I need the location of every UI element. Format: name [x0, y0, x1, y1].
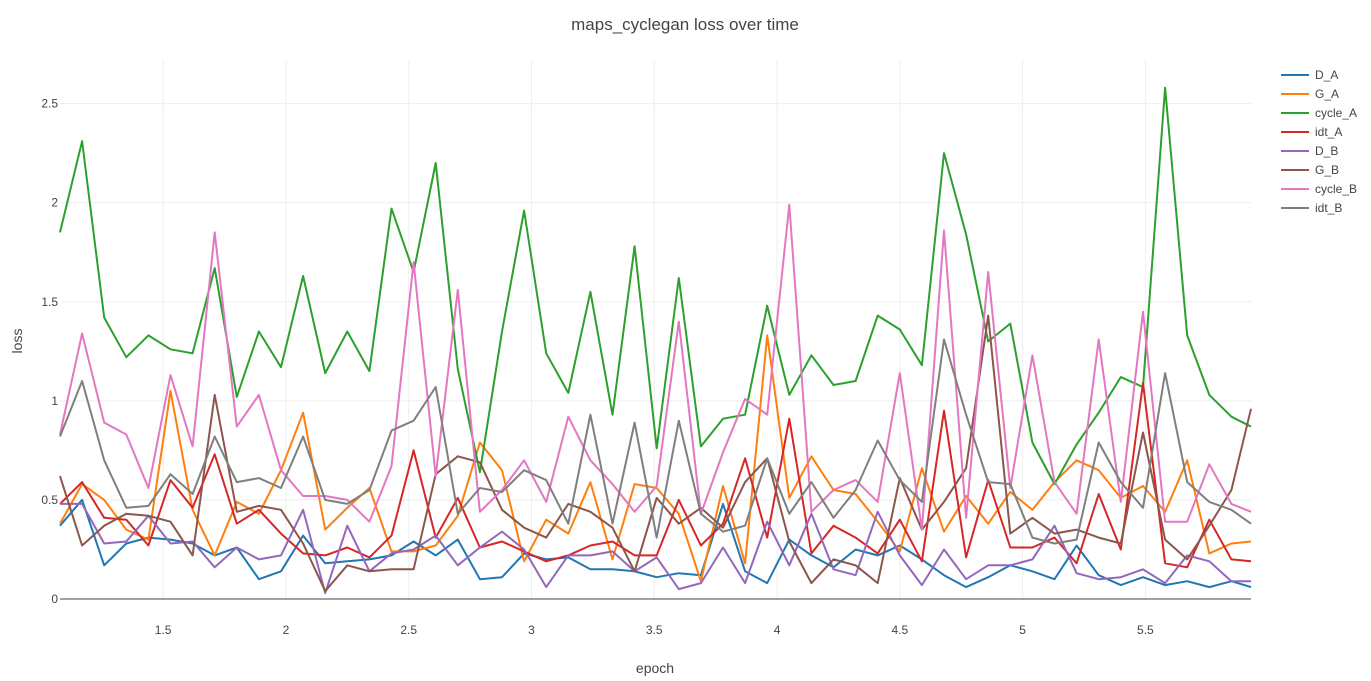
legend-label: cycle_A [1315, 106, 1357, 120]
legend-label: D_A [1315, 68, 1338, 82]
legend-item-D_A[interactable]: D_A [1281, 68, 1338, 82]
x-tick-label: 5 [1019, 623, 1026, 637]
legend-label: G_A [1315, 87, 1339, 101]
x-tick-label: 1.5 [155, 623, 172, 637]
x-tick-label: 2.5 [400, 623, 417, 637]
legend-label: cycle_B [1315, 182, 1357, 196]
legend-label: D_B [1315, 144, 1338, 158]
tick-labels: 1.5 2 2.5 3 3.5 4 4.5 5 5.5 0 0.5 1 1.5 2 2.5 [41, 97, 1154, 637]
y-tick-label: 2 [51, 196, 58, 210]
legend-item-G_B[interactable]: G_B [1281, 163, 1339, 177]
y-tick-label: 2.5 [41, 97, 58, 111]
x-tick-label: 5.5 [1137, 623, 1154, 637]
y-tick-label: 0.5 [41, 493, 58, 507]
legend-label: idt_B [1315, 201, 1342, 215]
y-tick-label: 1 [51, 394, 58, 408]
series-line-cycle_A [59, 86, 1252, 486]
legend-item-G_A[interactable]: G_A [1281, 87, 1339, 101]
x-tick-label: 4 [774, 623, 781, 637]
x-tick-label: 4.5 [891, 623, 908, 637]
series-line-D_B [60, 502, 1251, 595]
series-line-D_A [59, 498, 1252, 589]
y-axis-title: loss [9, 329, 25, 354]
y-tick-label: 0 [51, 592, 58, 606]
x-axis-title: epoch [636, 660, 674, 676]
legend-item-D_B[interactable]: D_B [1281, 144, 1338, 158]
x-tick-label: 3 [528, 623, 535, 637]
legend-item-cycle_A[interactable]: cycle_A [1281, 106, 1357, 120]
legend-item-cycle_B[interactable]: cycle_B [1281, 182, 1357, 196]
series-line-G_B [59, 314, 1252, 593]
x-tick-label: 2 [283, 623, 290, 637]
x-tick-label: 3.5 [646, 623, 663, 637]
series-line-idt_A [59, 382, 1252, 569]
chart-title: maps_cyclegan loss over time [571, 15, 799, 34]
legend-label: idt_A [1315, 125, 1342, 139]
legend-item-idt_B[interactable]: idt_B [1281, 201, 1342, 215]
series-line-cycle_B [59, 203, 1252, 531]
series-lines [59, 86, 1252, 595]
series-line-idt_B [59, 338, 1252, 545]
y-tick-label: 1.5 [41, 295, 58, 309]
legend-item-idt_A[interactable]: idt_A [1281, 125, 1342, 139]
legend[interactable]: D_A G_A cycle_A idt_A D_B G_B cycle_B idt_B [1281, 68, 1357, 215]
legend-label: G_B [1315, 163, 1339, 177]
